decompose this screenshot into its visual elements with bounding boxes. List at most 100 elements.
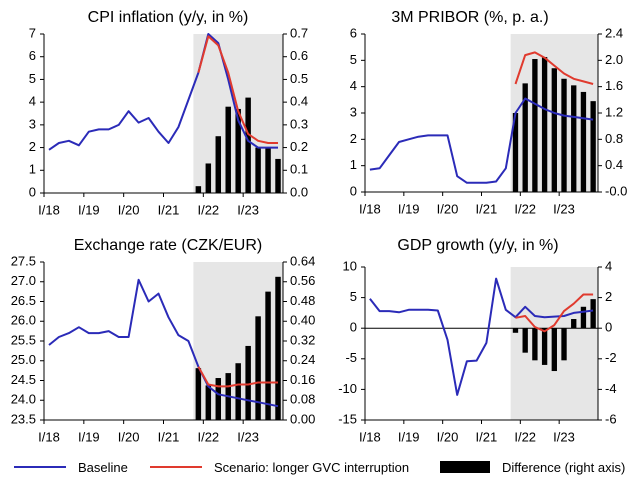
right-tick-label: -4	[605, 381, 617, 396]
difference-bar	[245, 97, 251, 193]
left-tick-label: 25.0	[11, 352, 36, 367]
difference-bar	[215, 378, 222, 420]
x-tick-label: I/23	[237, 202, 259, 217]
right-tick-label: 2.0	[605, 52, 623, 67]
difference-bar	[255, 316, 261, 420]
left-tick-label: 6	[350, 25, 357, 40]
left-tick-label: 4	[350, 78, 357, 93]
left-tick-label: 27.5	[11, 253, 36, 268]
right-tick-label: -0.0	[605, 183, 627, 198]
difference-bar	[265, 291, 271, 420]
left-tick-label: 10	[343, 258, 357, 273]
right-tick-label: 0.8	[605, 131, 623, 146]
legend-baseline: Baseline	[14, 458, 128, 476]
chart-panel-1: 0 1 2 3 4 5 6 7 0.0 0.1 0.2 0.3 0.4 0.5 0.6 0.7 I/18 I/19…	[29, 9, 308, 217]
x-tick-label: I/21	[476, 429, 498, 444]
chart-title: CPI inflation (y/y, in %)	[88, 9, 249, 26]
difference-bar	[235, 108, 241, 193]
difference-bar	[205, 385, 212, 420]
right-tick-label: 2	[605, 289, 612, 304]
scenario-series-line	[514, 51, 594, 85]
x-tick-label: I/22	[197, 429, 219, 444]
left-tick-label: 3	[29, 116, 36, 131]
left-tick-label: 3	[350, 104, 357, 119]
left-tick-label: -10	[338, 381, 357, 396]
x-tick-label: I/20	[118, 429, 140, 444]
difference-bar	[275, 276, 281, 420]
right-tick-label: 0.24	[290, 352, 315, 367]
x-tick-label: I/20	[437, 429, 459, 444]
legend: Baseline Scenario: longer GVC interrupti…	[0, 452, 640, 482]
right-tick-label: 0.40	[290, 313, 315, 328]
x-tick-label: I/19	[398, 429, 420, 444]
chart-canvas: 0 1 2 3 4 5 6 7 0.0 0.1 0.2 0.3 0.4 0.5 0.6 0.7 I/18 I/19…	[11, 9, 628, 444]
left-tick-label: 26.0	[11, 313, 36, 328]
x-tick-label: I/21	[158, 429, 180, 444]
left-tick-label: 24.0	[11, 392, 36, 407]
right-tick-label: 1.2	[605, 104, 623, 119]
x-tick-label: I/21	[476, 201, 498, 216]
right-tick-label: 0.16	[290, 372, 315, 387]
legend-scenario-label: Scenario: longer GVC interruption	[214, 459, 410, 475]
x-tick-label: I/18	[38, 429, 60, 444]
right-tick-label: 4	[605, 258, 612, 273]
difference-bar	[541, 328, 548, 365]
difference-bar	[561, 78, 567, 192]
difference-bar	[265, 147, 271, 193]
x-tick-label: I/20	[118, 202, 140, 217]
difference-bar	[551, 68, 557, 192]
left-tick-label: 0	[350, 183, 357, 198]
difference-bar	[590, 299, 596, 329]
right-tick-label: 1.6	[605, 78, 623, 93]
baseline-series-line	[369, 97, 594, 184]
x-tick-label: I/21	[158, 202, 180, 217]
left-tick-label: 2	[350, 131, 357, 146]
difference-bar	[275, 158, 281, 193]
scenario-series-line	[197, 35, 278, 144]
baseline-series-line	[48, 278, 279, 408]
chart-panel-4: -15 -10 -5 0 5 10 -6 -4 -2 0 2 4 I/18 I/19 I/20 I/21 I/2…	[338, 237, 616, 444]
right-tick-label: 0.56	[290, 273, 315, 288]
difference-bar	[205, 163, 212, 193]
left-tick-label: -15	[338, 411, 357, 426]
legend-difference-swatch	[440, 461, 490, 473]
difference-bar	[512, 328, 519, 333]
x-tick-label: I/22	[514, 429, 536, 444]
difference-bar	[551, 328, 557, 372]
right-tick-label: 0.08	[290, 392, 315, 407]
left-tick-label: 25.5	[11, 332, 36, 347]
scenario-series-line	[515, 293, 594, 333]
legend-baseline-swatch	[14, 466, 66, 468]
legend-difference-label: Difference (right axis)	[502, 459, 626, 475]
difference-bar	[590, 101, 596, 192]
x-tick-label: I/22	[514, 201, 536, 216]
difference-bar	[571, 85, 577, 192]
chart-title: GDP growth (y/y, in %)	[397, 237, 558, 254]
scenario-series-line	[197, 366, 278, 388]
difference-bar	[235, 363, 241, 420]
chart-panel-3: 23.5 24.0 24.5 25.0 25.5 26.0 26.5 27.0 27.5 0.00…	[11, 237, 316, 444]
legend-scenario: Scenario: longer GVC interruption	[150, 458, 409, 476]
chart-panel-2: 0 1 2 3 4 5 6 -0.0 0.4 0.8 1.2 1.6 2.0 2.4 I/18 I/19 I/2…	[350, 9, 628, 216]
right-tick-label: 2.4	[605, 25, 623, 40]
left-tick-label: 0	[350, 320, 357, 335]
right-tick-label: 0.6	[290, 48, 308, 63]
right-tick-label: 0.3	[290, 116, 308, 131]
right-tick-label: 0.2	[290, 139, 308, 154]
difference-bar	[225, 106, 231, 193]
left-tick-label: 27.0	[11, 273, 36, 288]
difference-bar	[580, 91, 587, 192]
left-tick-label: 1	[29, 162, 36, 177]
x-tick-label: I/19	[398, 201, 420, 216]
baseline-series-line	[48, 33, 278, 151]
right-tick-label: 0.7	[290, 25, 308, 40]
left-tick-label: 24.5	[11, 372, 36, 387]
x-tick-label: I/18	[359, 201, 381, 216]
right-tick-label: 0	[605, 320, 612, 335]
left-tick-label: -5	[345, 350, 357, 365]
right-tick-label: -2	[605, 350, 617, 365]
x-tick-label: I/23	[237, 429, 259, 444]
difference-bar	[245, 345, 251, 420]
left-tick-label: 0	[29, 184, 36, 199]
right-tick-label: 0.1	[290, 162, 308, 177]
